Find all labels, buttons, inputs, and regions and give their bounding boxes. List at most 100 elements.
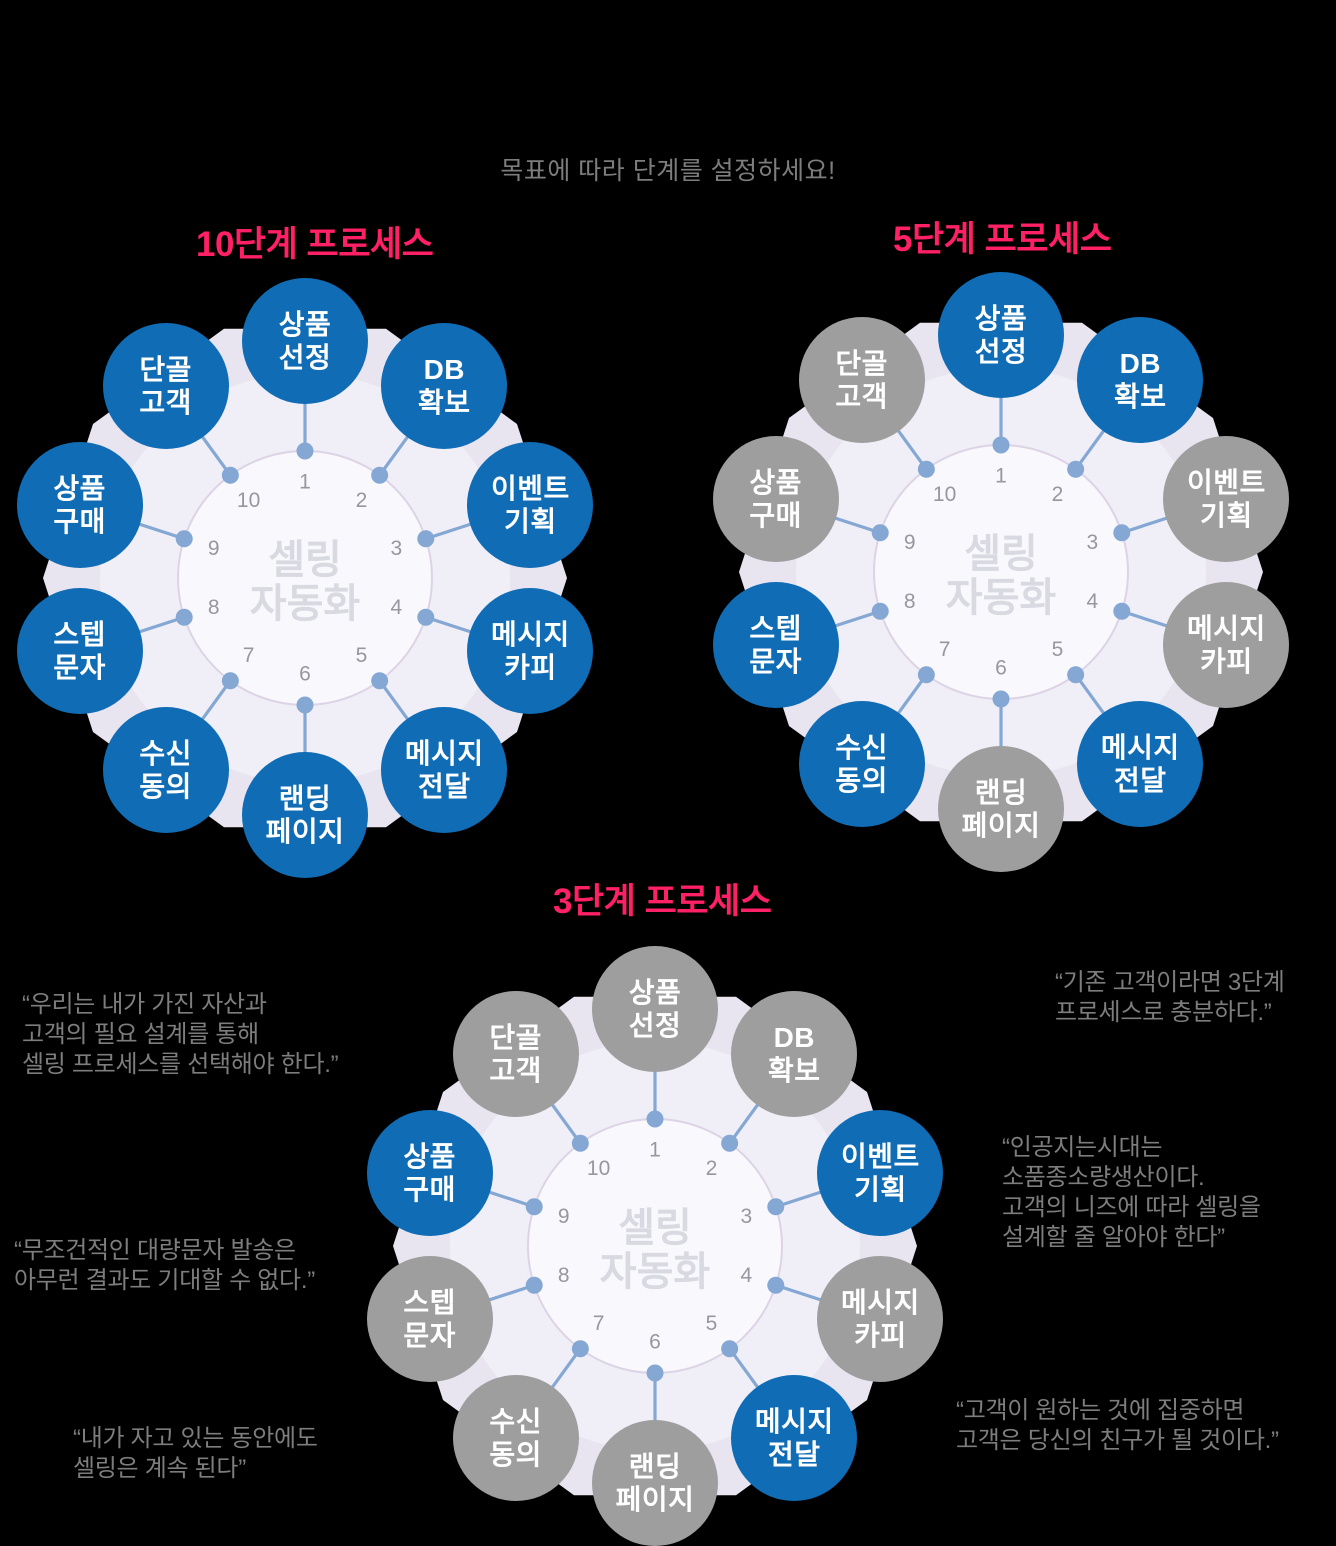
step-node-label: 메시지 전달	[754, 1405, 834, 1470]
step-node-label: DB 확보	[768, 1022, 821, 1087]
step-node-5: 메시지 전달	[1077, 700, 1204, 827]
diagram-title-10-step: 10단계 프로세스	[196, 225, 434, 264]
step-number: 8	[558, 1264, 570, 1287]
step-number: 1	[995, 465, 1007, 488]
step-node-2: DB 확보	[381, 323, 508, 450]
step-number: 8	[904, 590, 916, 613]
wheel-center-label: 셀링	[964, 532, 1038, 576]
step-number: 1	[649, 1139, 661, 1162]
quote-left-bottom: “내가 자고 있는 동안에도 셀링은 계속 된다”	[73, 1425, 318, 1482]
step-node-10: 단골 고객	[102, 323, 229, 450]
step-dot	[417, 530, 435, 548]
step-node-1: 상품 선정	[938, 272, 1064, 398]
step-number: 3	[740, 1205, 752, 1228]
step-node-2: DB 확보	[1077, 317, 1204, 444]
step-node-8: 스텝 문자	[712, 582, 839, 709]
step-node-label: 단골 고객	[489, 1022, 542, 1087]
step-number: 6	[995, 657, 1007, 680]
step-node-9: 상품 구매	[366, 1109, 493, 1236]
step-node-label: 메시지 카피	[841, 1287, 920, 1352]
step-node-3: 이벤트 기획	[467, 441, 594, 568]
step-node-label: 상품 선정	[628, 977, 682, 1041]
step-node-label: 메시지 전달	[1100, 731, 1180, 796]
step-dot	[1067, 666, 1085, 684]
step-node-label: 상품 선정	[278, 309, 332, 373]
step-number: 2	[356, 489, 368, 512]
step-node-label: 메시지 카피	[1187, 613, 1266, 678]
step-number: 4	[740, 1264, 752, 1287]
step-node-6: 랜딩 페이지	[242, 752, 368, 878]
step-node-3: 이벤트 기획	[1163, 435, 1290, 562]
step-dot	[1113, 602, 1131, 620]
step-node-2: DB 확보	[731, 991, 858, 1118]
wheel-center-label: 자동화	[600, 1250, 711, 1294]
step-dot	[721, 1340, 739, 1358]
step-dot	[221, 466, 239, 484]
step-dot	[917, 666, 935, 684]
step-dot	[992, 436, 1010, 454]
step-node-label: 메시지 전달	[404, 737, 484, 802]
step-node-label: 단골 고객	[835, 348, 888, 413]
step-dot	[992, 690, 1010, 708]
step-dot	[417, 608, 435, 626]
wheel-center-label: 셀링	[268, 538, 342, 582]
quote-right-top: “기존 고객이라면 3단계 프로세스로 충분하다.”	[1055, 969, 1285, 1026]
step-number: 1	[299, 471, 311, 494]
step-node-5: 메시지 전달	[381, 706, 508, 833]
step-node-label: 스텝 문자	[53, 619, 106, 684]
step-node-label: 상품 구매	[403, 1140, 456, 1205]
step-number: 3	[390, 537, 402, 560]
step-node-label: 이벤트 기획	[841, 1140, 920, 1205]
step-dot	[371, 672, 389, 690]
step-node-1: 상품 선정	[592, 946, 718, 1072]
step-node-label: DB 확보	[1114, 348, 1167, 413]
quote-right-bottom: “고객이 원하는 것에 집중하면 고객은 당신의 친구가 될 것이다.”	[956, 1397, 1279, 1454]
diagram-title-5-step: 5단계 프로세스	[893, 220, 1112, 259]
wheel-center-label: 자동화	[946, 576, 1057, 620]
step-dot	[571, 1134, 589, 1152]
step-node-9: 상품 구매	[712, 435, 839, 562]
step-number: 4	[390, 596, 402, 619]
process-wheel-5-step: 1 2 3 4 5 6 7 8 9 10 셀링 자동화 상품 선정 DB 확보 이벤트 기획 메시지 카피 메시…	[712, 272, 1290, 872]
step-dot	[525, 1276, 543, 1294]
step-node-8: 스텝 문자	[366, 1256, 493, 1383]
step-node-4: 메시지 카피	[817, 1256, 944, 1383]
step-number: 7	[939, 638, 951, 661]
step-node-label: 이벤트 기획	[1187, 466, 1266, 531]
step-dot	[296, 442, 314, 460]
step-number: 6	[299, 663, 311, 686]
step-dot	[871, 602, 889, 620]
step-node-label: 상품 구매	[53, 472, 106, 537]
step-node-9: 상품 구매	[16, 441, 143, 568]
step-dot	[525, 1198, 543, 1216]
wheel-center-label: 셀링	[618, 1206, 692, 1250]
step-node-label: 랜딩 페이지	[265, 783, 345, 847]
step-node-5: 메시지 전달	[731, 1374, 858, 1501]
step-node-label: 랜딩 페이지	[961, 777, 1041, 841]
step-node-7: 수신 동의	[102, 706, 229, 833]
step-number: 4	[1086, 590, 1098, 613]
step-dot	[221, 672, 239, 690]
step-node-label: 단골 고객	[139, 354, 192, 419]
step-node-3: 이벤트 기획	[817, 1109, 944, 1236]
step-dot	[646, 1110, 664, 1128]
step-number: 2	[1052, 483, 1064, 506]
step-dot	[767, 1198, 785, 1216]
step-node-4: 메시지 카피	[467, 588, 594, 715]
step-dot	[571, 1340, 589, 1358]
step-dot	[296, 696, 314, 714]
step-number: 2	[706, 1157, 718, 1180]
step-dot	[175, 608, 193, 626]
step-node-7: 수신 동의	[798, 700, 925, 827]
process-wheel-10-step: 1 2 3 4 5 6 7 8 9 10 셀링 자동화 상품 선정 DB 확보 이벤트 기획 메시지 카피 메시…	[16, 278, 594, 878]
step-number: 9	[208, 537, 220, 560]
step-node-label: 상품 구매	[749, 466, 802, 531]
step-node-label: 상품 선정	[974, 303, 1028, 367]
step-node-label: 수신 동의	[835, 731, 888, 796]
step-dot	[371, 466, 389, 484]
step-number: 10	[587, 1157, 610, 1180]
step-dot	[1067, 460, 1085, 478]
